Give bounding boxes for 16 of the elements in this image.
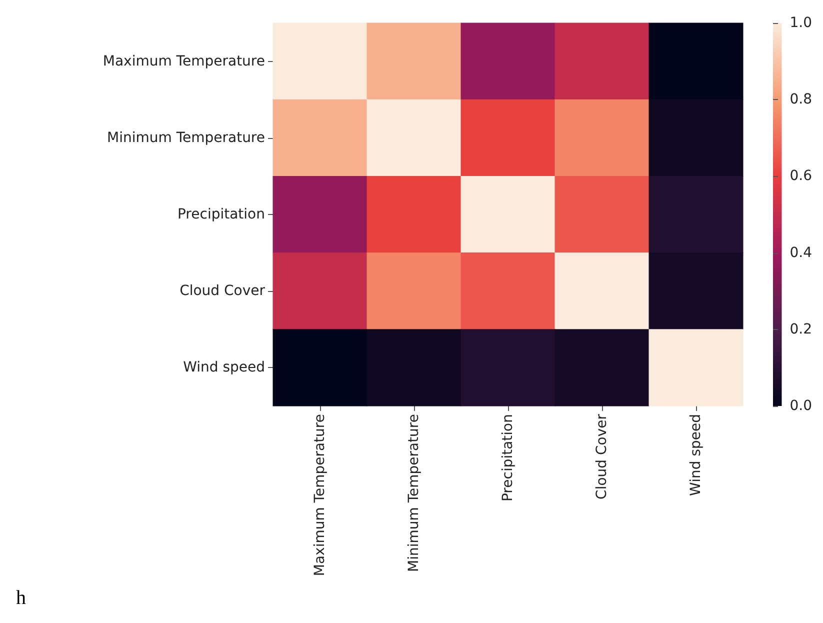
y-tick-label: Cloud Cover (180, 283, 266, 300)
x-tick-label: Wind speed (688, 414, 704, 496)
x-tick-label: Minimum Temperature (406, 414, 422, 572)
color-bar-label: 0.6 (790, 168, 812, 184)
y-tick-label: Maximum Temperature (102, 53, 265, 70)
color-bar-label: 0.8 (790, 92, 812, 108)
text: h (16, 587, 26, 609)
y-tick-label: Wind speed (183, 360, 265, 376)
y-tick-label: Minimum Temperature (106, 130, 265, 146)
y-tick-label: Precipitation (177, 206, 265, 222)
color-bar-label: 0.2 (790, 321, 812, 338)
x-tick-label: Precipitation (500, 414, 516, 502)
color-bar-label: 1.0 (790, 15, 812, 31)
x-tick-label: Cloud Cover (594, 414, 610, 500)
color-bar-label: 0.4 (790, 244, 812, 261)
color-bar-label: 0.0 (790, 398, 812, 414)
